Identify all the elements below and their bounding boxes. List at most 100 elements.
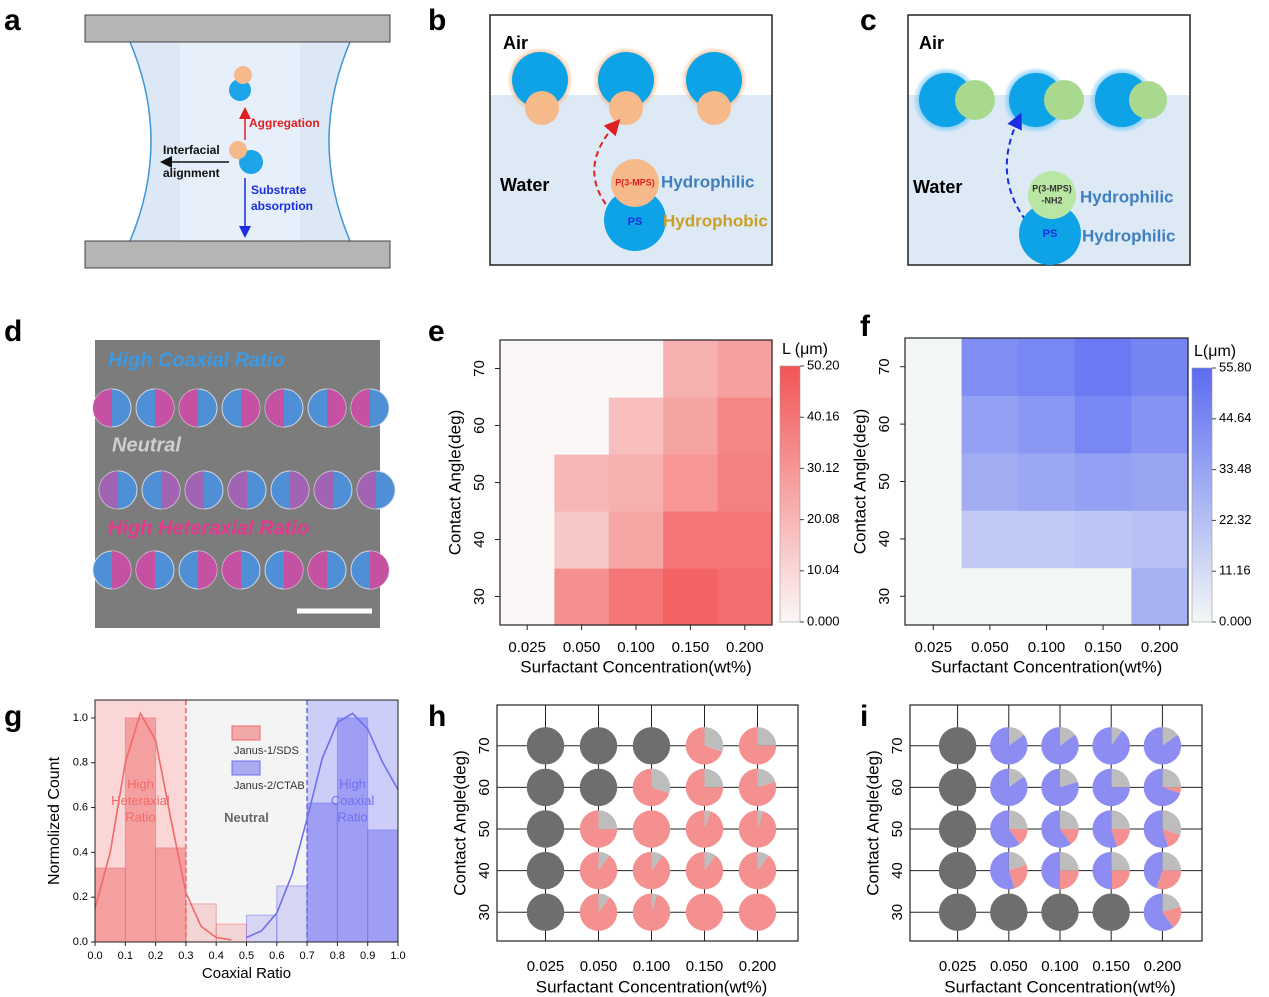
- y-tick-label: 40: [889, 862, 906, 879]
- heat-cell: [500, 397, 555, 455]
- histogram-bar: [185, 903, 217, 943]
- pie-slice: [526, 768, 565, 807]
- pie-slice: [1111, 870, 1130, 890]
- pie-slice: [685, 893, 724, 931]
- sem-particle-lobe: [222, 551, 241, 589]
- ps-particle: [229, 79, 251, 101]
- y-tick-label: 0.8: [73, 757, 88, 769]
- heat-cell: [905, 338, 963, 396]
- pie-slice: [526, 893, 565, 931]
- y-tick-label: 50: [471, 474, 488, 491]
- heat-cell: [1131, 452, 1189, 511]
- label: PS: [1043, 228, 1058, 240]
- x-tick-label: 0.100: [1041, 958, 1079, 975]
- pie-slice: [738, 893, 777, 931]
- x-tick-label: 0.200: [1141, 639, 1179, 656]
- pie-slice: [1092, 768, 1130, 807]
- pie-slice: [1008, 829, 1028, 845]
- pie-slice: [598, 810, 618, 829]
- pie-slice: [704, 768, 724, 788]
- ps-particle: [598, 52, 654, 108]
- panel-letter: h: [428, 700, 446, 733]
- x-tick-label: 0.100: [617, 639, 655, 656]
- heat-cell: [608, 568, 664, 626]
- y-axis-label: Contact Angle(deg): [850, 409, 869, 555]
- interface-particles: [507, 47, 747, 125]
- x-tick-label: 0.1: [118, 950, 133, 962]
- pie-slice: [1162, 787, 1182, 794]
- x-tick-label: 0.5: [239, 950, 254, 962]
- pie-slice: [990, 893, 1028, 931]
- sem-particle-lobe: [351, 389, 370, 427]
- panel-letter: c: [860, 4, 877, 37]
- label: Hydrophilic: [1080, 187, 1174, 206]
- heat-cell: [554, 397, 610, 455]
- heat-cell: [608, 397, 664, 455]
- y-tick-label: 60: [471, 417, 488, 434]
- interface-particles: [913, 67, 1167, 133]
- heat-cell: [554, 340, 610, 398]
- heat-cell: [1018, 567, 1076, 626]
- label: -NH2: [1041, 195, 1062, 205]
- pie-slice: [1162, 810, 1182, 835]
- heat-cell: [1074, 452, 1132, 511]
- heat-cell: [717, 454, 773, 512]
- pie-slice: [757, 768, 776, 788]
- histogram-bar: [306, 802, 338, 943]
- heat-cell: [905, 452, 963, 511]
- heat-cell: [717, 397, 773, 455]
- pie-slice: [1162, 851, 1182, 871]
- heat-cell: [663, 568, 719, 626]
- y-tick-label: 30: [889, 904, 906, 921]
- pie-slice: [1111, 768, 1130, 788]
- heat-cell: [1131, 567, 1189, 626]
- x-tick-label: 0.4: [209, 950, 224, 962]
- pie-slice: [990, 810, 1020, 848]
- arrow: [593, 119, 621, 213]
- heat-cell: [717, 340, 773, 398]
- heat-cell: [1074, 338, 1132, 396]
- shell-particle: [234, 66, 252, 84]
- heat-cell: [1018, 338, 1076, 396]
- shell-particle: [1129, 81, 1167, 119]
- ps-particle: [686, 52, 742, 108]
- sem-particle-lobe: [314, 471, 333, 509]
- heat-cell: [608, 454, 664, 512]
- x-tick-label: 0.025: [527, 958, 565, 975]
- pie-slice: [579, 851, 618, 890]
- panel-letter: a: [4, 4, 21, 37]
- pie-slice: [685, 768, 724, 807]
- pie-slice: [1162, 768, 1182, 788]
- pie-slice: [579, 727, 618, 765]
- pie-slice: [685, 810, 724, 848]
- heat-cell: [554, 454, 610, 512]
- pie-slice: [938, 768, 977, 807]
- y-tick-label: 50: [876, 473, 893, 490]
- y-tick-label: 60: [876, 416, 893, 433]
- heat-cell: [961, 338, 1019, 396]
- pie-slice: [1162, 829, 1181, 847]
- histogram-bar: [367, 829, 399, 943]
- pie-slice: [704, 810, 711, 829]
- x-tick-label: 0.050: [580, 958, 618, 975]
- colorbar-tick-label: 33.48: [1219, 461, 1252, 476]
- pie-slice: [757, 810, 764, 829]
- shell-particle: [697, 91, 731, 125]
- pie-slice: [1060, 870, 1079, 890]
- x-tick-label: 0.7: [299, 950, 314, 962]
- label: P(3-MPS): [1032, 183, 1072, 193]
- pie-slice: [1111, 810, 1130, 829]
- x-axis-label: Surfactant Concentration(wt%): [536, 977, 768, 996]
- legend-label: Janus-2/CTAB: [234, 780, 305, 792]
- ps-particle: [604, 189, 666, 251]
- pie-slice: [1060, 810, 1079, 829]
- heat-cell: [961, 395, 1019, 454]
- label: Water: [500, 175, 549, 195]
- heat-cell: [961, 510, 1019, 569]
- panel-letter: i: [860, 700, 868, 733]
- pie-slice: [1143, 893, 1174, 931]
- x-tick-label: 0.050: [971, 639, 1009, 656]
- histogram-bar: [94, 867, 126, 943]
- heat-cell: [905, 510, 963, 569]
